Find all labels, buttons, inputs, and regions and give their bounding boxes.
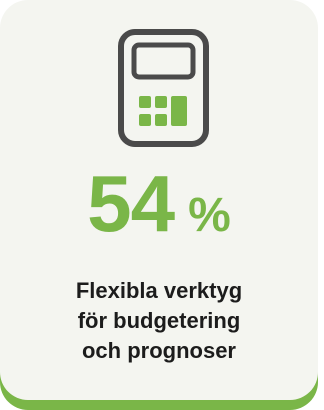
stat-value: 54 [87,159,175,248]
stat-caption: Flexibla verktyg för budgetering och pro… [0,276,318,366]
calculator-key [155,96,167,108]
calculator-body [118,29,209,147]
caption-line: för budgetering [77,308,241,333]
calculator-display [131,42,196,80]
calculator-icon [118,29,209,147]
stat-figure: 54 % [0,158,318,250]
stat-unit: % [188,189,231,242]
calculator-key [139,96,151,108]
caption-line: och prognoser [81,338,236,363]
calculator-key [155,114,167,126]
caption-line: Flexibla verktyg [75,278,243,303]
calculator-key [171,96,187,126]
stat-card: 54 % Flexibla verktyg för budgetering oc… [0,0,318,400]
calculator-key [139,114,151,126]
